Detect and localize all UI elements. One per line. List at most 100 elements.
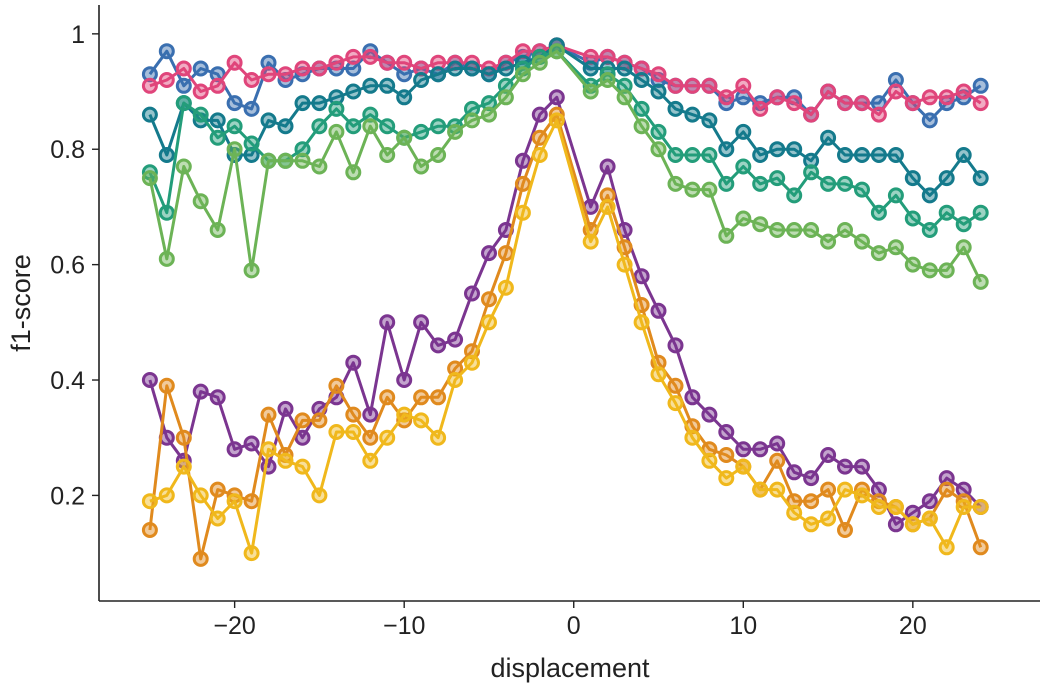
series-lightgreen-point <box>158 250 175 267</box>
series-yellow-point <box>345 424 362 440</box>
series-lightgreen-point <box>735 210 752 227</box>
series-pink-point <box>311 60 328 77</box>
series-orange-point <box>192 550 209 567</box>
series-green-point <box>243 135 260 152</box>
series-green-point <box>854 181 870 198</box>
series-yellow-point <box>531 147 548 163</box>
series-pink-point <box>379 54 396 71</box>
series-teal-point <box>158 147 175 163</box>
series-orange-point <box>820 481 837 498</box>
series-yellow-point <box>497 279 514 296</box>
series-green-point <box>955 216 972 233</box>
series-purple-point <box>514 152 531 169</box>
series-yellow-point <box>616 256 633 273</box>
series-lightgreen-point <box>294 152 311 169</box>
series-lightgreen-point <box>141 170 158 187</box>
series-teal-point <box>260 112 277 129</box>
series-teal-point <box>972 170 989 187</box>
series-teal-point <box>497 60 514 77</box>
series-teal-point <box>769 141 786 158</box>
series-green-point <box>684 147 701 163</box>
series-purple-point <box>362 406 379 423</box>
series-lightgreen-point <box>328 123 345 140</box>
series-blue-point <box>192 60 209 77</box>
series-teal-point <box>684 106 701 123</box>
series-orange-point <box>158 377 175 394</box>
series-orange-point <box>345 406 362 423</box>
series-blue-point <box>972 77 989 94</box>
series-yellow-point <box>413 412 430 429</box>
series-lightgreen-point <box>413 158 430 175</box>
series-green-point <box>311 118 328 135</box>
series-green-point <box>786 187 803 204</box>
series-pink-point <box>684 77 701 94</box>
series-pink-point <box>938 89 955 106</box>
series-lightgreen <box>141 43 989 290</box>
series-orange-point <box>175 429 192 446</box>
x-tick-label: −10 <box>383 612 425 640</box>
series-teal-point <box>701 112 718 129</box>
series-yellow-point <box>633 314 650 331</box>
series-lightgreen-point <box>430 147 447 163</box>
series-orange-point <box>514 175 531 192</box>
series-pink-point <box>786 95 803 112</box>
series-orange-point <box>141 522 158 538</box>
series-yellow-point <box>311 487 328 504</box>
series-lightgreen-point <box>887 239 904 256</box>
x-tick-label: 0 <box>567 612 581 640</box>
series-lightgreen-point <box>752 216 769 233</box>
x-axis-title: displacement <box>490 653 650 683</box>
series-teal-point <box>752 147 769 163</box>
series-orange-point <box>481 291 497 308</box>
series-pink-point <box>226 54 243 71</box>
series-yellow-point <box>752 481 769 498</box>
series-green-point <box>870 204 887 221</box>
series-purple-line <box>148 95 982 526</box>
series-pink-point <box>209 77 226 94</box>
series-purple-point <box>345 354 362 371</box>
series-lightgreen-point <box>175 158 192 175</box>
series-pink-point <box>701 77 718 94</box>
series-orange-point <box>294 412 311 429</box>
series-green-point <box>345 118 362 135</box>
series-purple-point <box>854 458 870 475</box>
series-teal-point <box>786 141 803 158</box>
series-lightgreen-point <box>548 43 565 60</box>
series-yellow-point <box>667 395 684 412</box>
series-lightgreen-point <box>396 129 413 146</box>
series-purple-point <box>192 383 209 400</box>
series-orange-point <box>362 429 379 446</box>
series-teal-point <box>481 66 497 83</box>
series-lightgreen-point <box>582 83 599 100</box>
series-teal-point <box>938 170 955 187</box>
series-teal-point <box>633 72 650 88</box>
series-lightgreen-point <box>684 181 701 198</box>
series-lightgreen-point <box>870 245 887 262</box>
series-lightgreen-point <box>972 273 989 290</box>
series-lightgreen-point <box>667 175 684 192</box>
series-orange-point <box>209 481 226 498</box>
series-lightgreen-point <box>243 262 260 279</box>
series-purple-point <box>430 337 447 354</box>
series-pink-point <box>870 106 887 123</box>
series-yellow-point <box>548 112 565 129</box>
series-green-point <box>921 222 938 238</box>
series-yellow-point <box>379 429 396 446</box>
series-yellow-point <box>141 493 158 510</box>
series-green-point <box>650 123 667 140</box>
series-purple-point <box>650 302 667 319</box>
series-orange-point <box>769 452 786 469</box>
series-orange-point <box>311 412 328 429</box>
series-green-point <box>752 175 769 192</box>
series-orange-point <box>718 447 735 463</box>
series-teal-point <box>837 147 853 163</box>
series-orange-point <box>243 493 260 510</box>
x-tick-label: 10 <box>729 612 757 640</box>
series-pink-point <box>820 83 837 100</box>
series-purple-point <box>294 429 311 446</box>
series-yellow-point <box>786 504 803 521</box>
series-lightgreen-point <box>921 262 938 279</box>
series-purple-point <box>667 337 684 354</box>
series-yellow-point <box>260 441 277 458</box>
